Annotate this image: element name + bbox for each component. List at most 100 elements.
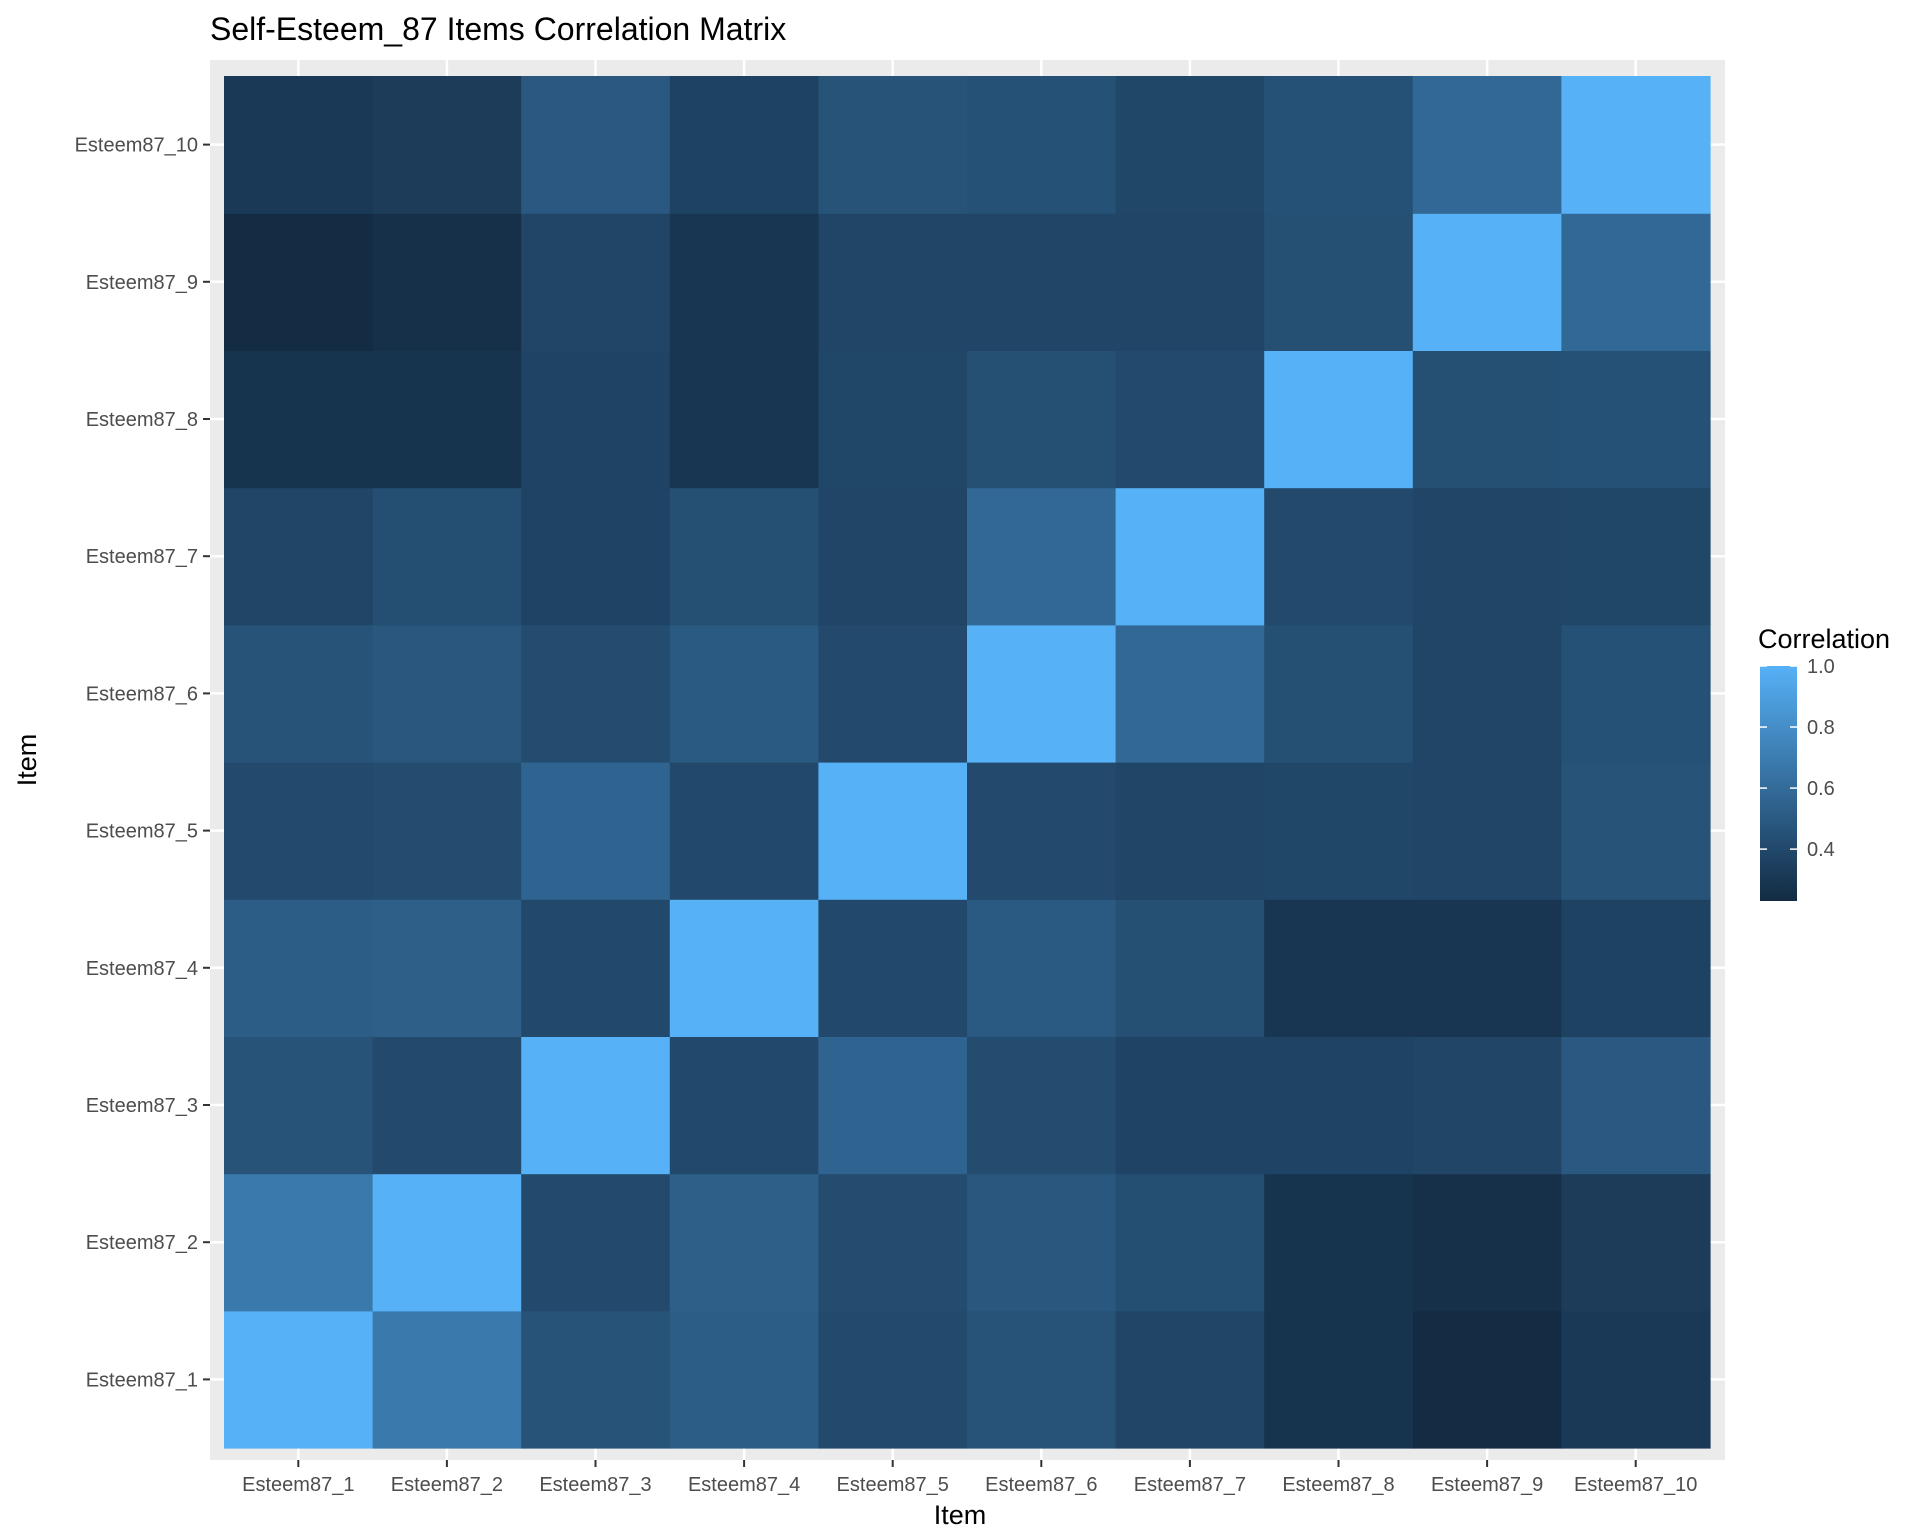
- heatmap-cell: [967, 762, 1117, 900]
- heatmap-cell: [372, 213, 522, 351]
- y-axis-title: Item: [12, 734, 42, 787]
- legend-ticks: 1.0 0.8 0.6 0.4: [1760, 656, 1835, 861]
- heatmap-cell: [224, 1310, 374, 1449]
- heatmap-cell: [1115, 762, 1265, 900]
- heatmap-cell: [521, 350, 671, 489]
- y-tick-label: Esteem87_4: [86, 958, 198, 980]
- heatmap-cell: [1264, 1036, 1414, 1175]
- heatmap-cell: [1412, 350, 1562, 489]
- x-tick-label: Esteem87_10: [1574, 1474, 1697, 1496]
- heatmap-cell: [967, 1036, 1117, 1175]
- heatmap-cell: [1561, 213, 1711, 351]
- heatmap-cell: [372, 899, 522, 1037]
- heatmap-cell: [1115, 1310, 1265, 1449]
- heatmap-cell: [669, 1173, 819, 1312]
- heatmap-cell: [224, 350, 374, 489]
- y-tick-label: Esteem87_7: [86, 546, 198, 568]
- heatmap-cell: [967, 487, 1117, 626]
- x-axis-ticks: Esteem87_1 Esteem87_2 Esteem87_3 Esteem87_4…: [242, 1460, 1697, 1496]
- heatmap-cell: [967, 213, 1117, 351]
- heatmap-cell: [372, 1310, 522, 1449]
- heatmap-cell: [224, 762, 374, 900]
- heatmap-cell: [818, 350, 968, 489]
- legend-tick-label: 0.4: [1807, 839, 1835, 861]
- heatmap-cell: [818, 624, 968, 763]
- heatmap-cell: [521, 1036, 671, 1175]
- y-tick-label: Esteem87_1: [86, 1369, 198, 1391]
- heatmap-cell: [1561, 624, 1711, 763]
- heatmap-cell: [1115, 487, 1265, 626]
- x-tick-label: Esteem87_8: [1282, 1474, 1394, 1496]
- heatmap-cell: [372, 350, 522, 489]
- heatmap-cell: [521, 624, 671, 763]
- heatmap-cell: [1115, 350, 1265, 489]
- heatmap-cell: [1561, 1173, 1711, 1312]
- heatmap-cell: [372, 487, 522, 626]
- x-tick-label: Esteem87_2: [391, 1474, 503, 1496]
- heatmap-cell: [967, 350, 1117, 489]
- heatmap-cell: [967, 1173, 1117, 1312]
- heatmap-cell: [1561, 1036, 1711, 1175]
- heatmap-cell: [1115, 213, 1265, 351]
- heatmap-cell: [669, 1036, 819, 1175]
- heatmap-cell: [372, 1173, 522, 1312]
- x-tick-label: Esteem87_3: [539, 1474, 651, 1496]
- y-tick-label: Esteem87_5: [86, 821, 198, 843]
- x-tick-label: Esteem87_9: [1431, 1474, 1543, 1496]
- x-tick-label: Esteem87_4: [688, 1474, 800, 1496]
- heatmap-cell: [1412, 1310, 1562, 1449]
- chart-title: Self-Esteem_87 Items Correlation Matrix: [210, 11, 786, 47]
- heatmap-cell: [1412, 76, 1562, 214]
- heatmap-cell: [372, 762, 522, 900]
- heatmap-cell: [1561, 762, 1711, 900]
- heatmap-cell: [1412, 1036, 1562, 1175]
- heatmap-cell: [1561, 487, 1711, 626]
- heatmap-cell: [669, 213, 819, 351]
- legend-tick-label: 0.8: [1807, 717, 1835, 739]
- heatmap-cell: [1264, 350, 1414, 489]
- heatmap-cell: [1115, 1036, 1265, 1175]
- heatmap-cell: [1115, 899, 1265, 1037]
- heatmap-cell: [521, 213, 671, 351]
- heatmap-cell: [1561, 899, 1711, 1037]
- heatmap-cell: [669, 899, 819, 1037]
- heatmap-cell: [1412, 624, 1562, 763]
- heatmap-cell: [818, 899, 968, 1037]
- heatmap-cell: [1561, 350, 1711, 489]
- heatmap-cell: [818, 76, 968, 214]
- heatmap-cell: [224, 76, 374, 214]
- heatmap-cell: [1264, 1310, 1414, 1449]
- heatmap-cell: [1561, 1310, 1711, 1449]
- heatmap-cell: [1412, 213, 1562, 351]
- legend-tick-label: 0.6: [1807, 778, 1835, 800]
- heatmap-cells: [224, 76, 1711, 1449]
- heatmap-cell: [521, 1310, 671, 1449]
- x-tick-label: Esteem87_6: [985, 1474, 1097, 1496]
- x-tick-label: Esteem87_1: [242, 1474, 354, 1496]
- legend-title: Correlation: [1758, 624, 1890, 654]
- heatmap-cell: [818, 1173, 968, 1312]
- heatmap-cell: [967, 1310, 1117, 1449]
- heatmap-cell: [1412, 899, 1562, 1037]
- y-tick-label: Esteem87_6: [86, 683, 198, 705]
- heatmap-cell: [521, 1173, 671, 1312]
- heatmap-cell: [669, 1310, 819, 1449]
- heatmap-cell: [521, 899, 671, 1037]
- heatmap-cell: [1264, 1173, 1414, 1312]
- heatmap-cell: [372, 624, 522, 763]
- heatmap-cell: [967, 899, 1117, 1037]
- heatmap-cell: [1264, 487, 1414, 626]
- heatmap-cell: [1412, 1173, 1562, 1312]
- heatmap-cell: [521, 487, 671, 626]
- heatmap-cell: [818, 1310, 968, 1449]
- y-tick-label: Esteem87_10: [75, 135, 198, 157]
- heatmap-cell: [372, 76, 522, 214]
- heatmap-cell: [1115, 76, 1265, 214]
- heatmap-cell: [669, 76, 819, 214]
- heatmap-cell: [224, 487, 374, 626]
- x-axis-title: Item: [934, 1500, 987, 1530]
- y-tick-label: Esteem87_9: [86, 272, 198, 294]
- y-tick-label: Esteem87_2: [86, 1232, 198, 1254]
- heatmap-cell: [967, 76, 1117, 214]
